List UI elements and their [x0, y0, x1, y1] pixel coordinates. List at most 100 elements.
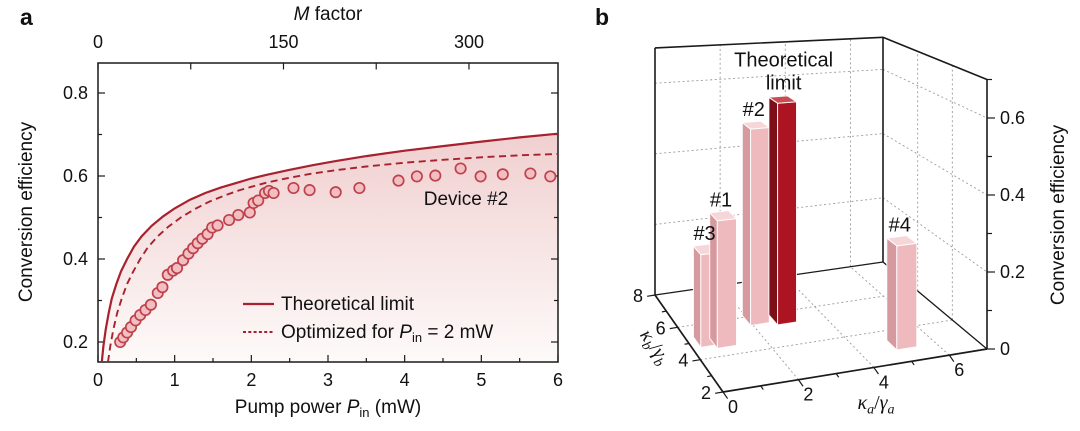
panel-b-label: b [595, 4, 610, 30]
device2-data-point [392, 174, 405, 187]
right-wall-gridline [882, 197, 988, 273]
kappa-a-minor-tick [911, 360, 915, 366]
bar-label--4: #4 [889, 215, 911, 237]
bar--3-side-face [692, 245, 702, 348]
kappa-a-tick [797, 379, 804, 387]
bar-theoretical-limit-top-face [768, 95, 797, 104]
bar--2-top-face [741, 120, 770, 130]
kappa-a-tick [948, 354, 955, 363]
bar-theoretical-limit-front-face [777, 101, 797, 326]
bar--1-top-face [709, 210, 737, 222]
device2-data-point [454, 162, 467, 175]
kappa-b-tick-label: 8 [633, 286, 643, 306]
box-edge [882, 36, 988, 81]
right-wall-gridline [882, 68, 988, 119]
z-tick-label: 0 [1000, 339, 1010, 359]
bar--2-side-face [741, 122, 752, 326]
kappa-a-tick-label: 4 [879, 372, 889, 392]
x-tick-label: 2 [246, 370, 256, 390]
device2-annotation: Device #2 [424, 189, 509, 210]
device2-data-point [144, 298, 157, 311]
device2-data-point [329, 186, 342, 199]
theoretical-limit-area [101, 133, 559, 362]
z-tick-label: 0.4 [1000, 185, 1025, 205]
kappa-b-tick [715, 391, 724, 394]
optimized-curve [107, 153, 559, 363]
x-tick-label: 5 [476, 370, 486, 390]
x-tick-label: 0 [93, 370, 103, 390]
device2-data-point [474, 170, 487, 183]
device2-data-point [410, 170, 423, 183]
kappa-a-tick-label: 2 [803, 385, 813, 405]
device2-data-point [211, 219, 224, 232]
kappa-b-tick [647, 294, 656, 297]
device2-data-point [267, 186, 280, 200]
device2-scatter [114, 162, 557, 349]
kappa-a-tick-label: 6 [954, 360, 964, 380]
kappa-a-minor-tick [760, 385, 764, 390]
bar-label--1: #1 [710, 190, 732, 212]
x-axis-title: Pump power Pin (mW) [235, 397, 421, 420]
panel-a-label: a [20, 4, 33, 30]
bar--4-top-face [886, 235, 918, 247]
kappa-a-minor-tick [835, 373, 840, 378]
legend-optimized-label: Optimized for Pin = 2 mW [281, 322, 493, 345]
right-wall-gridline [882, 133, 988, 196]
m-factor-tick-label: 300 [454, 32, 484, 52]
x-tick-label: 4 [400, 370, 410, 390]
legend-theoretical-limit-label: Theoretical limit [281, 294, 415, 315]
z-axis-title: Conversion efficiency [1048, 124, 1069, 305]
kappa-b-tick-label: 2 [701, 383, 711, 403]
bar-label--2: #2 [743, 99, 765, 121]
kappa-b-tick-label: 6 [656, 318, 666, 338]
theoretical-limit-curve [100, 132, 559, 363]
device2-data-point [429, 169, 442, 182]
panel-b-chart: 0246246800.20.40.6#3#1#2Theoreticallimit… [632, 36, 1069, 417]
z-tick-label: 0.2 [1000, 262, 1025, 282]
kappa-a-tick-label: 0 [728, 397, 738, 417]
device2-data-point [496, 168, 509, 181]
x-tick-label: 1 [170, 370, 180, 390]
z-tick-label: 0.6 [1000, 108, 1025, 128]
left-wall-gridline [654, 68, 884, 84]
box-edge [654, 36, 884, 49]
y-tick-label: 0.8 [63, 83, 88, 103]
bar-label--3: #3 [693, 223, 715, 245]
y-tick-label: 0.4 [63, 249, 88, 269]
kappa-a-tick [722, 391, 729, 399]
device2-data-point [156, 281, 169, 294]
device2-data-point [544, 170, 557, 183]
device2-data-point [232, 208, 245, 222]
y-tick-label: 0.2 [63, 332, 88, 352]
kappa-a-tick [873, 367, 879, 375]
floor-gridline [784, 275, 875, 368]
kappa-b-axis-title: κb/γb [632, 325, 674, 370]
bar--4-front-face [896, 242, 918, 351]
device2-data-point [223, 213, 236, 227]
bar-label-theoretical-limit: limit [766, 73, 802, 95]
y-axis-title: Conversion efficiency [16, 121, 37, 302]
kappa-b-minor-tick [684, 342, 690, 345]
x-tick-label: 3 [323, 370, 333, 390]
kappa-b-tick [669, 326, 678, 330]
floor-gridline [677, 290, 918, 328]
kappa-b-minor-tick [707, 375, 712, 378]
kappa-b-tick [692, 359, 701, 362]
kappa-a-axis [722, 348, 988, 393]
bar--2-front-face [750, 127, 770, 326]
device2-data-point [287, 181, 300, 195]
m-factor-tick-label: 0 [93, 32, 103, 52]
bar--1-front-face [716, 218, 737, 349]
m-factor-tick-label: 150 [268, 32, 298, 52]
device2-data-point [524, 167, 537, 180]
x-tick-label: 6 [553, 370, 563, 390]
kappa-b-minor-tick [661, 310, 667, 313]
bar-label-theoretical-limit: Theoretical [734, 50, 833, 72]
bar--4-side-face [886, 237, 898, 351]
left-wall-gridline [654, 133, 884, 155]
device2-data-point [170, 262, 184, 275]
device2-data-point [252, 194, 265, 207]
kappa-b-tick-label: 4 [678, 351, 688, 371]
